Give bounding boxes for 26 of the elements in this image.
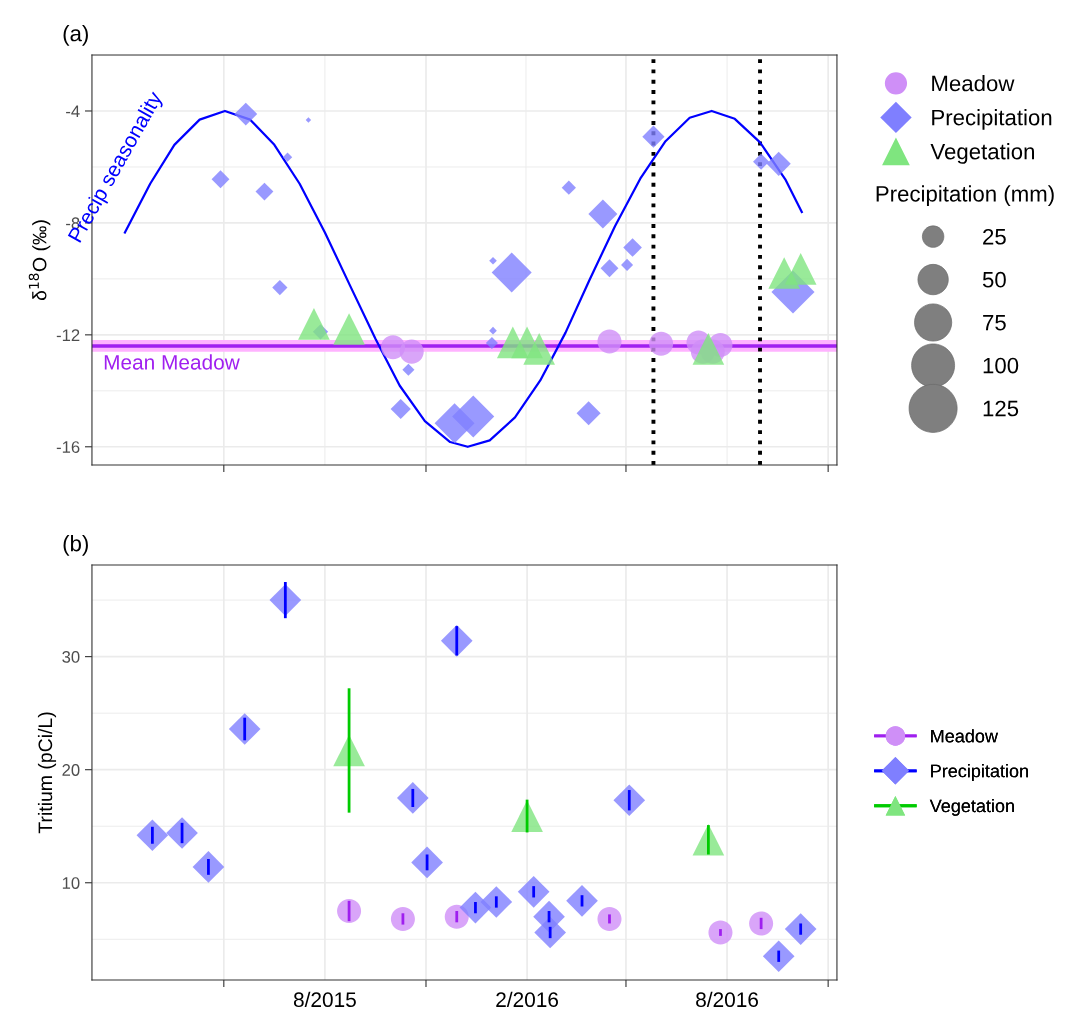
legend-label: 75 bbox=[983, 314, 1006, 331]
legend-label: Precipitation bbox=[931, 764, 1028, 781]
y-axis-title: δ$^{18}$O (‰) bbox=[28, 220, 51, 301]
y-axis-title: Tritium (pCi/L) bbox=[37, 712, 57, 834]
legend-label: 125 bbox=[983, 400, 1019, 417]
y-tick-label: 20 bbox=[62, 764, 80, 776]
x-tick-label: 8/2015 bbox=[293, 991, 356, 1008]
y-tick-label: 30 bbox=[62, 651, 80, 663]
legend-label: 100 bbox=[983, 357, 1019, 374]
x-tick-label: 8/2016 bbox=[696, 991, 759, 1008]
ref-line-label: Mean Meadow bbox=[104, 354, 240, 370]
legend-label: Vegetation bbox=[929, 798, 1014, 816]
x-tick-label: 2/2016 bbox=[496, 991, 559, 1008]
legend-title: Precipitation (mm) bbox=[876, 185, 1054, 207]
y-tick-label: -12 bbox=[56, 329, 80, 341]
y-tick-label: -4 bbox=[66, 105, 80, 118]
y-tick-label: 10 bbox=[62, 877, 80, 889]
chart-title: (a) bbox=[63, 25, 88, 46]
legend-label: 50 bbox=[982, 271, 1006, 288]
legend-label: 25 bbox=[983, 228, 1006, 245]
legend-label: Precipitation bbox=[932, 109, 1052, 130]
y-tick-label: -16 bbox=[56, 441, 80, 453]
legend-label: Meadow bbox=[932, 75, 1015, 92]
legend-label: Meadow bbox=[931, 729, 998, 743]
legend-label: Vegetation bbox=[930, 143, 1034, 164]
chart-title: (b) bbox=[63, 535, 88, 556]
